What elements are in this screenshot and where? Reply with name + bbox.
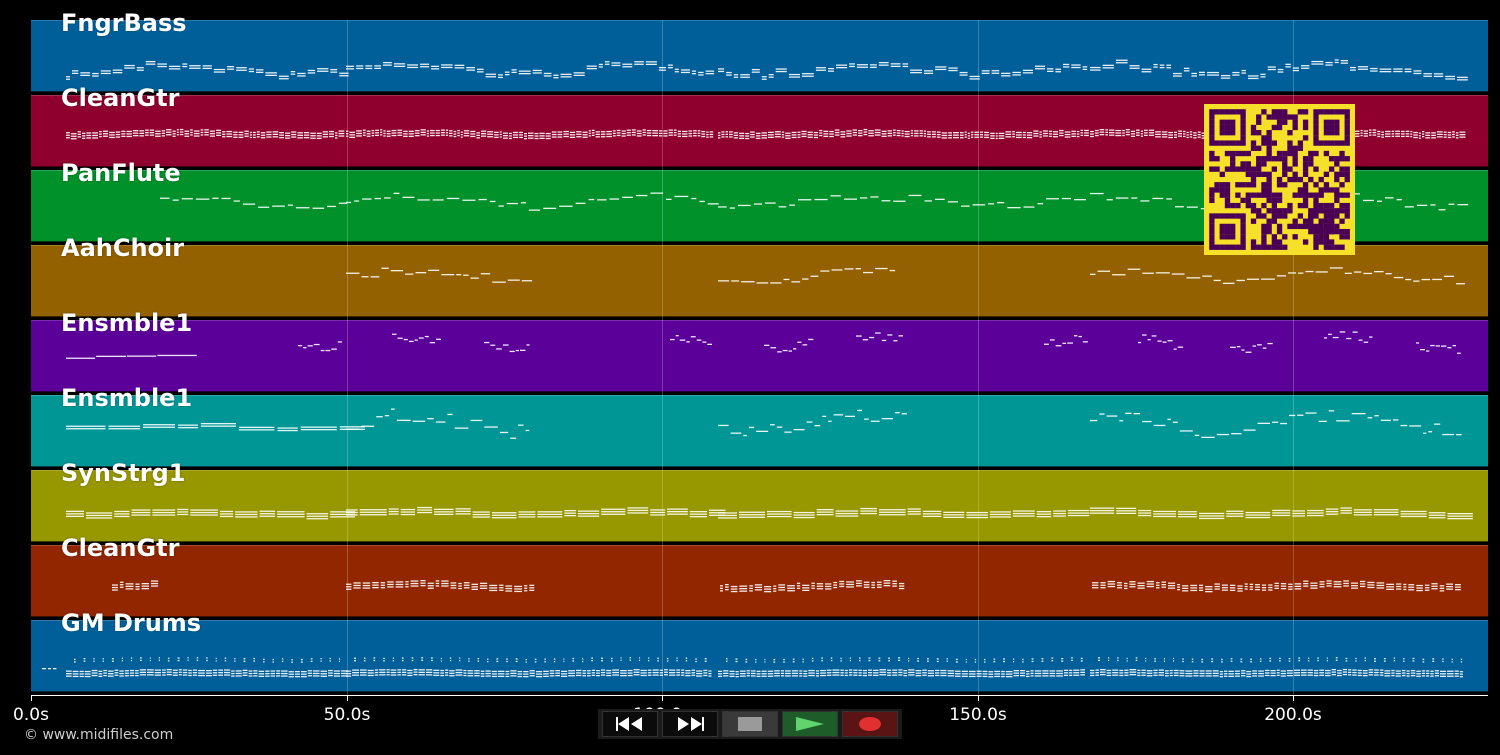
transport-controls xyxy=(598,709,902,739)
grid-line xyxy=(662,20,663,695)
track-name: Ensmble1 xyxy=(61,384,193,412)
track-lane[interactable] xyxy=(31,620,1488,692)
play-icon xyxy=(796,717,824,731)
fast-forward-button[interactable] xyxy=(662,711,718,737)
qr-code-icon xyxy=(1204,104,1355,255)
play-button[interactable] xyxy=(782,711,838,737)
rewind-button[interactable] xyxy=(602,711,658,737)
axis-tick xyxy=(978,695,979,701)
track-lane[interactable] xyxy=(31,245,1488,317)
track-lane[interactable] xyxy=(31,545,1488,617)
track-lane[interactable] xyxy=(31,470,1488,542)
record-icon xyxy=(859,717,881,731)
track-lane[interactable] xyxy=(31,395,1488,467)
axis-tick xyxy=(31,695,32,701)
track-name: CleanGtr xyxy=(61,534,180,562)
track-name: Ensmble1 xyxy=(61,309,193,337)
grid-line xyxy=(978,20,979,695)
axis-tick xyxy=(1293,695,1294,701)
axis-tick xyxy=(662,695,663,701)
track-lane[interactable] xyxy=(31,20,1488,92)
rewind-icon xyxy=(616,717,642,731)
qr-code-graphic xyxy=(1209,109,1350,250)
grid-line xyxy=(347,20,348,695)
time-axis-line xyxy=(31,695,1488,696)
track-name: AahChoir xyxy=(61,234,185,262)
axis-tick-label: 0.0s xyxy=(13,705,49,725)
track-name: CleanGtr xyxy=(61,84,180,112)
record-button[interactable] xyxy=(842,711,898,737)
axis-tick xyxy=(347,695,348,701)
copyright-text: © www.midifiles.com xyxy=(24,727,174,743)
stop-icon xyxy=(738,717,762,731)
track-name: GM Drums xyxy=(61,609,202,637)
axis-tick-label: 50.0s xyxy=(323,705,371,725)
track-name: SynStrg1 xyxy=(61,459,186,487)
axis-tick-label: 150.0s xyxy=(949,705,1007,725)
grid-line xyxy=(1293,20,1294,695)
track-lane[interactable] xyxy=(31,320,1488,392)
track-name: PanFlute xyxy=(61,159,181,187)
axis-tick-label: 200.0s xyxy=(1264,705,1322,725)
track-name: FngrBass xyxy=(61,9,187,37)
stop-button[interactable] xyxy=(722,711,778,737)
fast-forward-icon xyxy=(678,717,704,731)
